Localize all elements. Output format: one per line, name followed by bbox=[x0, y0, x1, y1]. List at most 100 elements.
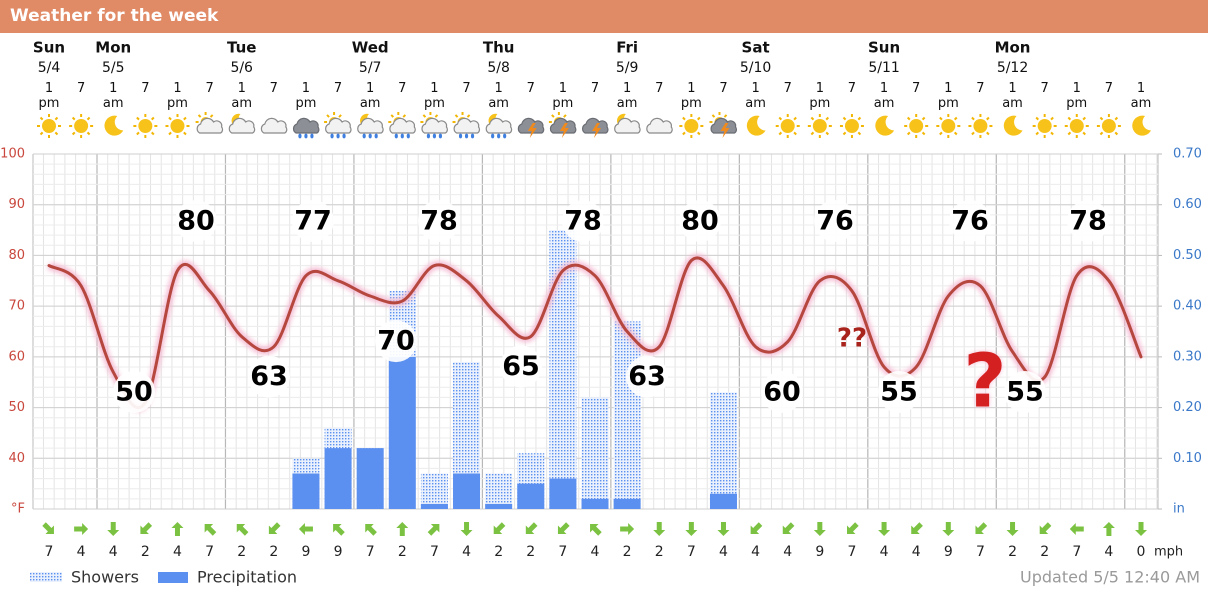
wind-speed: 2 bbox=[269, 544, 278, 560]
wind-speed: 4 bbox=[77, 544, 86, 560]
label-halo bbox=[679, 200, 721, 242]
label-halo bbox=[113, 371, 155, 413]
wind-speed: 0 bbox=[1137, 544, 1146, 560]
wind-arrow bbox=[685, 522, 698, 536]
sun-ray bbox=[454, 114, 459, 118]
legend-label: Showers bbox=[71, 568, 139, 587]
precip-bar bbox=[485, 503, 513, 509]
rain-drop bbox=[394, 133, 398, 139]
sun-ray bbox=[390, 114, 395, 118]
sun-ray bbox=[810, 116, 815, 121]
time-label: 7 bbox=[912, 81, 921, 96]
weather-icon bbox=[1003, 115, 1023, 136]
sun-ray bbox=[1050, 116, 1054, 121]
cloud bbox=[421, 117, 448, 134]
rain-drop bbox=[497, 133, 501, 139]
cloud bbox=[389, 117, 416, 134]
time-label: 7 bbox=[847, 81, 857, 96]
precip-bar bbox=[613, 321, 641, 509]
weather-icon bbox=[292, 117, 320, 139]
wind-arrow bbox=[236, 524, 249, 536]
precip-bar bbox=[581, 498, 609, 509]
sun-ray bbox=[986, 131, 990, 136]
wind-arrow bbox=[620, 522, 635, 535]
sun-ray bbox=[842, 131, 847, 136]
wind-arrow bbox=[590, 524, 602, 536]
sun-ray bbox=[1114, 131, 1119, 136]
sun-ray bbox=[857, 131, 862, 136]
wind-arrow bbox=[1039, 522, 1052, 534]
sun-ray bbox=[551, 114, 555, 118]
precip-bar bbox=[581, 397, 609, 509]
sun-ray bbox=[953, 116, 958, 121]
rain-drop bbox=[362, 133, 366, 139]
temp-label: 77 bbox=[294, 206, 332, 237]
wind-speed: 2 bbox=[623, 544, 632, 560]
time-label: 1 am bbox=[488, 81, 509, 111]
moon bbox=[875, 115, 895, 136]
sun-ray bbox=[151, 131, 155, 136]
day-date: 5/11 bbox=[868, 60, 899, 76]
moon bbox=[1003, 115, 1023, 136]
sun-ray bbox=[723, 114, 728, 118]
sun-ray bbox=[825, 131, 830, 136]
weather-icon bbox=[420, 112, 448, 139]
time-label: 7 bbox=[398, 81, 407, 96]
sun-ray bbox=[697, 131, 701, 136]
rain-drop bbox=[304, 133, 308, 139]
rain-drop bbox=[374, 133, 378, 139]
wind-arrow bbox=[396, 522, 409, 536]
legend-label: Precipitation bbox=[197, 568, 297, 587]
time-label: 1 pm bbox=[552, 81, 574, 111]
weather-icon bbox=[165, 114, 190, 138]
wind-arrow bbox=[557, 522, 570, 534]
wind-speed: 4 bbox=[591, 544, 600, 560]
sun bbox=[844, 119, 859, 133]
day-date: 5/9 bbox=[616, 60, 639, 76]
temp-label: 76 bbox=[816, 206, 854, 237]
wind-arrow bbox=[1069, 522, 1084, 535]
label-halo bbox=[761, 370, 803, 413]
cloud bbox=[582, 117, 609, 134]
sun-ray bbox=[971, 116, 975, 121]
day-name: Sun bbox=[868, 39, 900, 57]
rain-drop bbox=[368, 133, 372, 139]
precip-bar bbox=[613, 498, 641, 509]
y2-tick-label: 0.60 bbox=[1173, 197, 1202, 212]
temp-label: 63 bbox=[250, 361, 288, 392]
rain-drop bbox=[470, 133, 475, 139]
weather-icon bbox=[807, 114, 832, 138]
moon bbox=[746, 115, 766, 136]
time-label: 1 am bbox=[359, 81, 381, 111]
sun-ray bbox=[1067, 116, 1072, 121]
wind-arrow bbox=[427, 524, 440, 536]
sun-ray bbox=[151, 116, 155, 121]
weather-icon bbox=[1096, 114, 1121, 138]
weather-icon bbox=[452, 112, 481, 139]
precip-bar bbox=[420, 473, 448, 509]
sun bbox=[1101, 119, 1116, 133]
sun-ray bbox=[778, 116, 783, 121]
temp-label: 63 bbox=[628, 361, 666, 392]
label-halo bbox=[500, 345, 542, 388]
sun bbox=[684, 119, 699, 133]
day-date: 5/12 bbox=[997, 60, 1028, 76]
weather-icon bbox=[357, 113, 384, 139]
rain-drop bbox=[432, 133, 437, 139]
wind-arrow bbox=[171, 522, 184, 536]
precip-bar bbox=[709, 392, 737, 509]
weather-icon bbox=[517, 117, 545, 138]
sun-ray bbox=[842, 116, 847, 121]
label-halo bbox=[562, 200, 604, 242]
wind-speed: 4 bbox=[109, 544, 118, 560]
sun-ray bbox=[434, 114, 439, 118]
weather-icon bbox=[746, 115, 766, 136]
bolt bbox=[592, 123, 602, 138]
time-label: 1 pm bbox=[167, 81, 188, 111]
wind-arrow bbox=[460, 522, 473, 536]
time-label: 1 pm bbox=[1066, 81, 1088, 111]
sun bbox=[941, 119, 956, 133]
sun-ray bbox=[921, 116, 926, 121]
time-label: 1 pm bbox=[295, 81, 317, 111]
